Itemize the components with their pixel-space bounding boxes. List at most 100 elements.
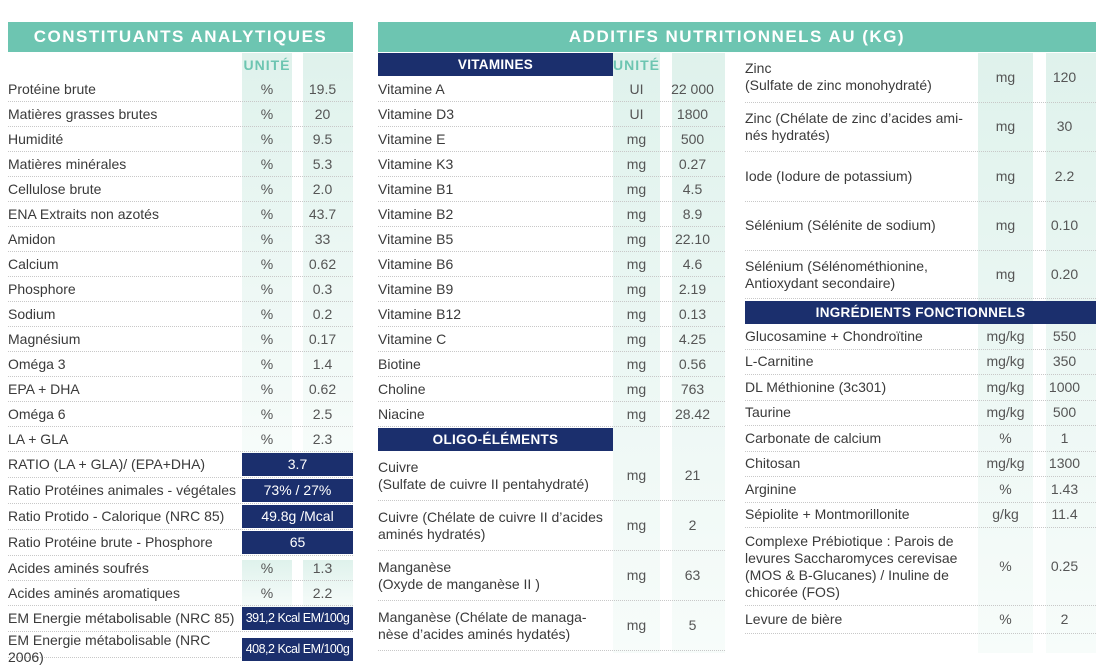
table-row: Vitamine A UI 22 000 [378, 77, 725, 102]
row-value: 19.5 [308, 80, 337, 97]
table-row: Calcium% 0.62 [8, 252, 353, 277]
table-row: Acides aminés aromatiques% 2.2 [8, 581, 353, 606]
row-unit: mg [626, 280, 647, 297]
row-value: 2.2 [1054, 167, 1075, 184]
row-label: Calcium [8, 255, 59, 272]
row-label: Amidon [8, 230, 56, 247]
row-value: 120 [1052, 68, 1077, 85]
table-row: Cellulose brute% 2.0 [8, 177, 353, 202]
row-value: 1.3 [312, 559, 333, 576]
table-row: Magnésium% 0.17 [8, 327, 353, 352]
row-label: Acides aminés soufrés [8, 559, 149, 576]
ratio-value: 65 [242, 531, 353, 554]
row-label: Zinc (Sulfate de zinc monohydraté) [745, 60, 932, 94]
unit-header: UNITÉ [613, 57, 660, 73]
row-value: 1 [1060, 429, 1069, 446]
table-row: Humidité% 9.5 [8, 127, 353, 152]
table-row: DL Méthionine (3c301) mg/kg 1000 [745, 375, 1096, 401]
row-label: Glucosamine + Chondroïtine [745, 327, 923, 344]
row-unit: % [260, 330, 274, 347]
table-row: Biotine mg 0.56 [378, 352, 725, 377]
row-value: 1.4 [312, 355, 333, 372]
row-label: Cuivre (Chélate de cuivre II d’acides am… [378, 508, 603, 542]
table-row: Cuivre (Sulfate de cuivre II pentahydrat… [378, 451, 725, 501]
row-label: L-Carnitine [745, 353, 814, 370]
row-value: 9.5 [312, 130, 333, 147]
unit-column-bg [242, 560, 292, 610]
row-unit: mg [626, 405, 647, 422]
section-title-additifs: ADDITIFS NUTRITIONNELS AU (KG) [378, 22, 1096, 52]
row-unit: % [999, 558, 1012, 574]
row-unit: UI [629, 105, 644, 122]
row-value: 30 [1056, 118, 1073, 135]
row-unit: mg/kg [986, 455, 1025, 472]
row-value: 20 [314, 105, 331, 122]
row-value: 11.4 [1051, 506, 1078, 523]
row-unit: % [260, 105, 274, 122]
row-label: Niacine [378, 405, 425, 422]
table-row: Sépiolite + Montmorillonite g/kg 11.4 [745, 503, 1096, 528]
row-unit: % [999, 611, 1012, 627]
table-row: Cuivre (Chélate de cuivre II d’acides am… [378, 501, 725, 551]
ingredients-header: INGRÉDIENTS FONCTIONNELS [745, 301, 1096, 324]
row-value: 350 [1052, 353, 1077, 370]
table-row: Amidon% 33 [8, 227, 353, 252]
row-unit: mg [995, 217, 1016, 234]
row-label: Vitamine B5 [378, 230, 454, 247]
table-row: EPA + DHA% 0.62 [8, 377, 353, 402]
row-label: Vitamine E [378, 130, 446, 147]
row-value: 0.25 [1050, 558, 1079, 574]
row-label: RATIO (LA + GLA)/ (EPA+DHA) [8, 456, 206, 472]
unit-column-bg [613, 53, 660, 653]
row-unit: % [260, 584, 274, 601]
table-row: Acides aminés soufrés% 1.3 [8, 556, 353, 581]
row-unit: % [260, 230, 274, 247]
row-label: Carbonate de calcium [745, 429, 882, 446]
row-label: Manganèse (Chélate de managa- nèse d’aci… [378, 608, 587, 642]
row-value: 2.0 [312, 180, 333, 197]
row-label: Vitamine B6 [378, 255, 454, 272]
row-unit: mg [626, 567, 647, 583]
row-label: Choline [378, 380, 426, 397]
row-value: 2.5 [312, 405, 333, 422]
row-value: 2 [1060, 611, 1069, 627]
row-value: 43.7 [308, 205, 337, 222]
table-row: Complexe Prébiotique : Parois de levures… [745, 528, 1096, 606]
table-row: L-Carnitine mg/kg 350 [745, 350, 1096, 375]
section-title-constituants: CONSTITUANTS ANALYTIQUES [8, 22, 353, 52]
row-unit: % [260, 405, 274, 422]
row-value: 21 [684, 467, 701, 483]
row-unit: mg [626, 155, 647, 172]
row-unit: % [260, 430, 274, 447]
row-value: 22.10 [674, 230, 711, 247]
table-row: Vitamine B2 mg 8.9 [378, 202, 725, 227]
table-row: Carbonate de calcium% 1 [745, 426, 1096, 452]
row-unit: mg [626, 205, 647, 222]
row-label: Sélénium (Sélénite de sodium) [745, 217, 936, 234]
row-label: Matières minérales [8, 155, 127, 172]
row-label: Ratio Protéines animales - végétales [8, 482, 237, 498]
row-label: Sodium [8, 305, 56, 322]
row-value: 1.43 [1050, 480, 1079, 497]
value-column-bg [1046, 53, 1096, 653]
row-unit: % [260, 380, 274, 397]
row-unit: % [260, 130, 274, 147]
row-unit: mg [626, 180, 647, 197]
row-unit: mg [626, 467, 647, 483]
row-unit: mg [995, 167, 1016, 184]
row-value: 500 [1052, 404, 1077, 421]
row-unit: % [260, 305, 274, 322]
table-row: Manganèse (Chélate de managa- nèse d’aci… [378, 601, 725, 651]
row-value: 500 [680, 130, 705, 147]
row-value: 22 000 [671, 80, 714, 97]
row-label: Arginine [745, 480, 797, 497]
row-label: Cuivre (Sulfate de cuivre II pentahydrat… [378, 458, 589, 492]
table-row: Matières grasses brutes% 20 [8, 102, 353, 127]
table-row: Taurine mg/kg 500 [745, 401, 1096, 426]
row-label: Chitosan [745, 455, 801, 472]
value-column-bg [303, 560, 353, 610]
table-row: Matières minérales% 5.3 [8, 152, 353, 177]
row-value: 0.17 [308, 330, 337, 347]
row-label: Manganèse (Oxyde de manganèse II ) [378, 558, 540, 592]
ratio-value: 49.8g /Mcal [242, 505, 353, 528]
